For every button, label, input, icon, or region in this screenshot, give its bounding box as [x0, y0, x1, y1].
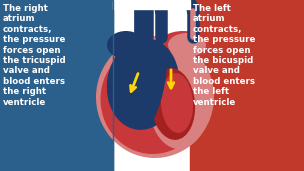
- Ellipse shape: [168, 33, 206, 57]
- Ellipse shape: [151, 68, 195, 140]
- Ellipse shape: [96, 36, 214, 158]
- Ellipse shape: [148, 49, 210, 149]
- Ellipse shape: [101, 44, 206, 154]
- Bar: [190, 0, 304, 171]
- Text: The left
atrium
contracts,
the pressure
forces open
the bicuspid
valve and
blood: The left atrium contracts, the pressure …: [193, 4, 255, 107]
- Bar: [113, 0, 190, 9]
- Ellipse shape: [161, 73, 193, 133]
- Ellipse shape: [107, 31, 145, 59]
- Ellipse shape: [143, 48, 167, 126]
- Bar: [0, 0, 113, 171]
- Ellipse shape: [107, 38, 179, 130]
- Ellipse shape: [157, 31, 209, 63]
- Ellipse shape: [115, 36, 151, 86]
- Bar: [0, 0, 113, 171]
- Text: The right
atrium
contracts,
the pressure
forces open
the tricuspid
valve and
blo: The right atrium contracts, the pressure…: [3, 4, 66, 107]
